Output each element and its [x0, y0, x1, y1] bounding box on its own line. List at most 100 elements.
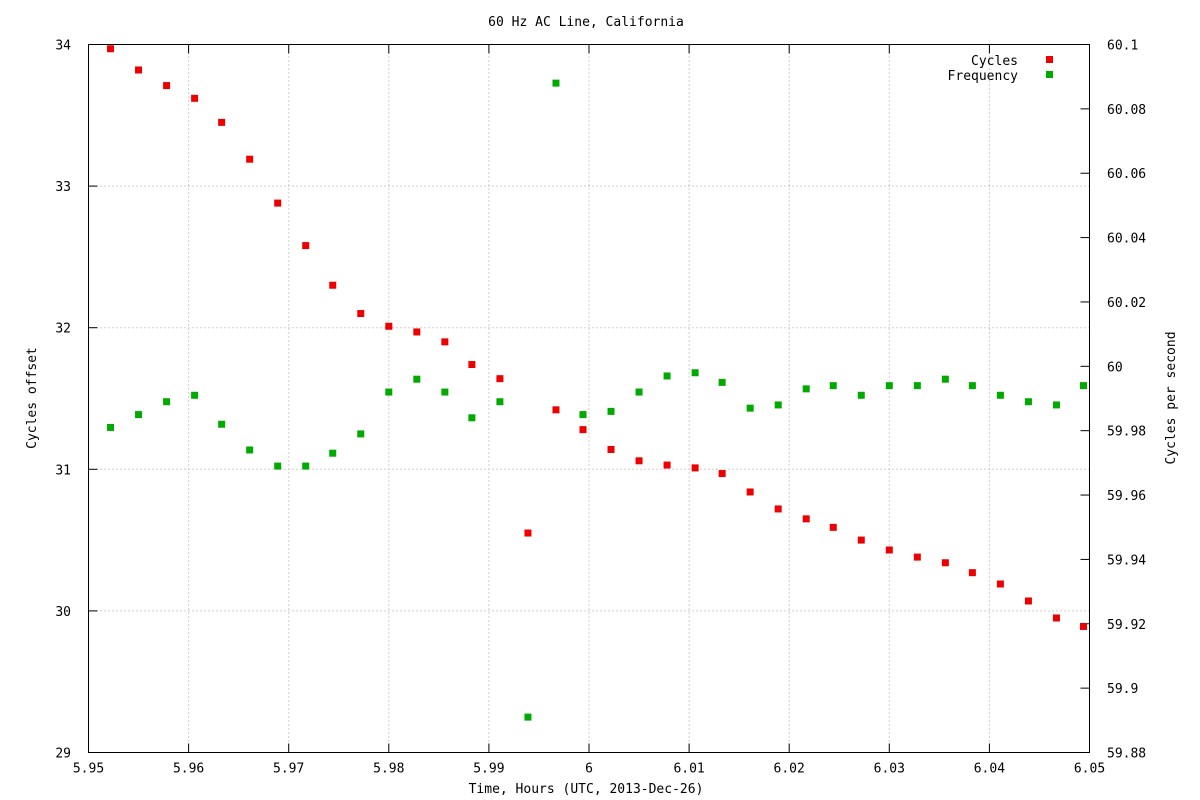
point-frequency	[691, 369, 699, 377]
point-cycles	[635, 457, 643, 465]
point-cycles	[329, 281, 337, 289]
y2-tick-label: 60	[1107, 360, 1123, 375]
point-frequency	[774, 401, 782, 409]
point-frequency	[246, 446, 254, 454]
point-cycles	[413, 328, 421, 336]
x-tick-label: 6	[585, 762, 593, 777]
point-cycles	[941, 559, 949, 567]
point-cycles	[274, 199, 282, 207]
legend-marker-frequency	[1046, 71, 1053, 78]
y-tick-label: 34	[55, 39, 71, 54]
point-cycles	[1052, 614, 1060, 622]
y2-tick-label: 60.02	[1107, 296, 1146, 311]
point-frequency	[191, 391, 199, 399]
point-frequency	[524, 713, 532, 721]
point-cycles	[579, 426, 587, 434]
point-frequency	[218, 420, 226, 428]
y2-tick-label: 60.08	[1107, 103, 1146, 118]
point-frequency	[635, 388, 643, 396]
point-cycles	[524, 529, 532, 537]
point-frequency	[135, 411, 143, 419]
point-frequency	[829, 382, 837, 390]
x-tick-label: 5.98	[373, 762, 404, 777]
point-cycles	[829, 523, 837, 531]
point-cycles	[802, 515, 810, 523]
y2-tick-label: 59.88	[1107, 747, 1146, 762]
point-cycles	[691, 464, 699, 472]
plot-border	[88, 44, 1090, 753]
ticks	[88, 44, 1090, 753]
y2-tick-label: 59.92	[1107, 618, 1146, 633]
y-tick-label: 31	[55, 463, 71, 478]
point-frequency	[1079, 382, 1087, 390]
point-frequency	[1024, 398, 1032, 406]
point-cycles	[552, 406, 560, 414]
point-cycles	[607, 445, 615, 453]
point-cycles	[718, 470, 726, 478]
y2-axis-label: Cycles per second	[1164, 331, 1179, 464]
point-cycles	[135, 66, 143, 74]
point-cycles	[468, 361, 476, 369]
point-cycles	[1024, 597, 1032, 605]
point-frequency	[663, 372, 671, 380]
y-tick-label: 30	[55, 605, 71, 620]
point-cycles	[774, 505, 782, 513]
point-frequency	[885, 382, 893, 390]
legend-marker-cycles	[1046, 56, 1053, 63]
y-tick-label: 32	[55, 322, 71, 337]
x-tick-label: 5.96	[173, 762, 204, 777]
point-frequency	[746, 404, 754, 412]
point-frequency	[718, 378, 726, 386]
y2-tick-label: 59.94	[1107, 553, 1146, 568]
x-tick-label: 6.01	[673, 762, 704, 777]
legend-label-cycles: Cycles	[971, 54, 1018, 69]
point-frequency	[441, 388, 449, 396]
point-frequency	[302, 462, 310, 470]
x-tick-label: 6.02	[774, 762, 805, 777]
x-tick-label: 6.03	[874, 762, 905, 777]
point-frequency	[968, 382, 976, 390]
point-cycles	[746, 488, 754, 496]
point-frequency	[913, 382, 921, 390]
point-frequency	[107, 423, 115, 431]
y2-tick-label: 60.06	[1107, 167, 1146, 182]
x-tick-label: 5.95	[73, 762, 104, 777]
point-frequency	[552, 79, 560, 87]
x-tick-label: 5.99	[473, 762, 504, 777]
x-tick-label: 6.04	[974, 762, 1005, 777]
point-cycles	[1079, 622, 1087, 630]
legend-label-frequency: Frequency	[948, 69, 1019, 84]
point-cycles	[163, 82, 171, 90]
point-frequency	[385, 388, 393, 396]
point-cycles	[302, 242, 310, 250]
point-frequency	[607, 407, 615, 415]
point-cycles	[996, 580, 1004, 588]
point-frequency	[468, 414, 476, 422]
point-frequency	[996, 391, 1004, 399]
point-cycles	[968, 569, 976, 577]
grid	[88, 44, 1090, 753]
legend: Cycles Frequency	[948, 54, 1053, 84]
point-frequency	[1052, 401, 1060, 409]
x-tick-label: 5.97	[273, 762, 304, 777]
point-frequency	[413, 375, 421, 383]
point-cycles	[857, 536, 865, 544]
y-axis-label: Cycles offset	[25, 347, 40, 449]
point-cycles	[218, 118, 226, 126]
x-axis-label: Time, Hours (UTC, 2013-Dec-26)	[469, 782, 704, 797]
point-cycles	[191, 94, 199, 102]
x-tick-label: 6.05	[1074, 762, 1105, 777]
y-tick-label: 33	[55, 180, 71, 195]
point-cycles	[663, 461, 671, 469]
point-cycles	[913, 553, 921, 561]
point-frequency	[163, 398, 171, 406]
point-frequency	[941, 375, 949, 383]
point-frequency	[357, 430, 365, 438]
point-frequency	[579, 411, 587, 419]
point-cycles	[885, 546, 893, 554]
point-frequency	[802, 385, 810, 393]
y2-tick-label: 59.96	[1107, 489, 1146, 504]
y2-tick-label: 60.1	[1107, 39, 1138, 54]
point-frequency	[329, 449, 337, 457]
